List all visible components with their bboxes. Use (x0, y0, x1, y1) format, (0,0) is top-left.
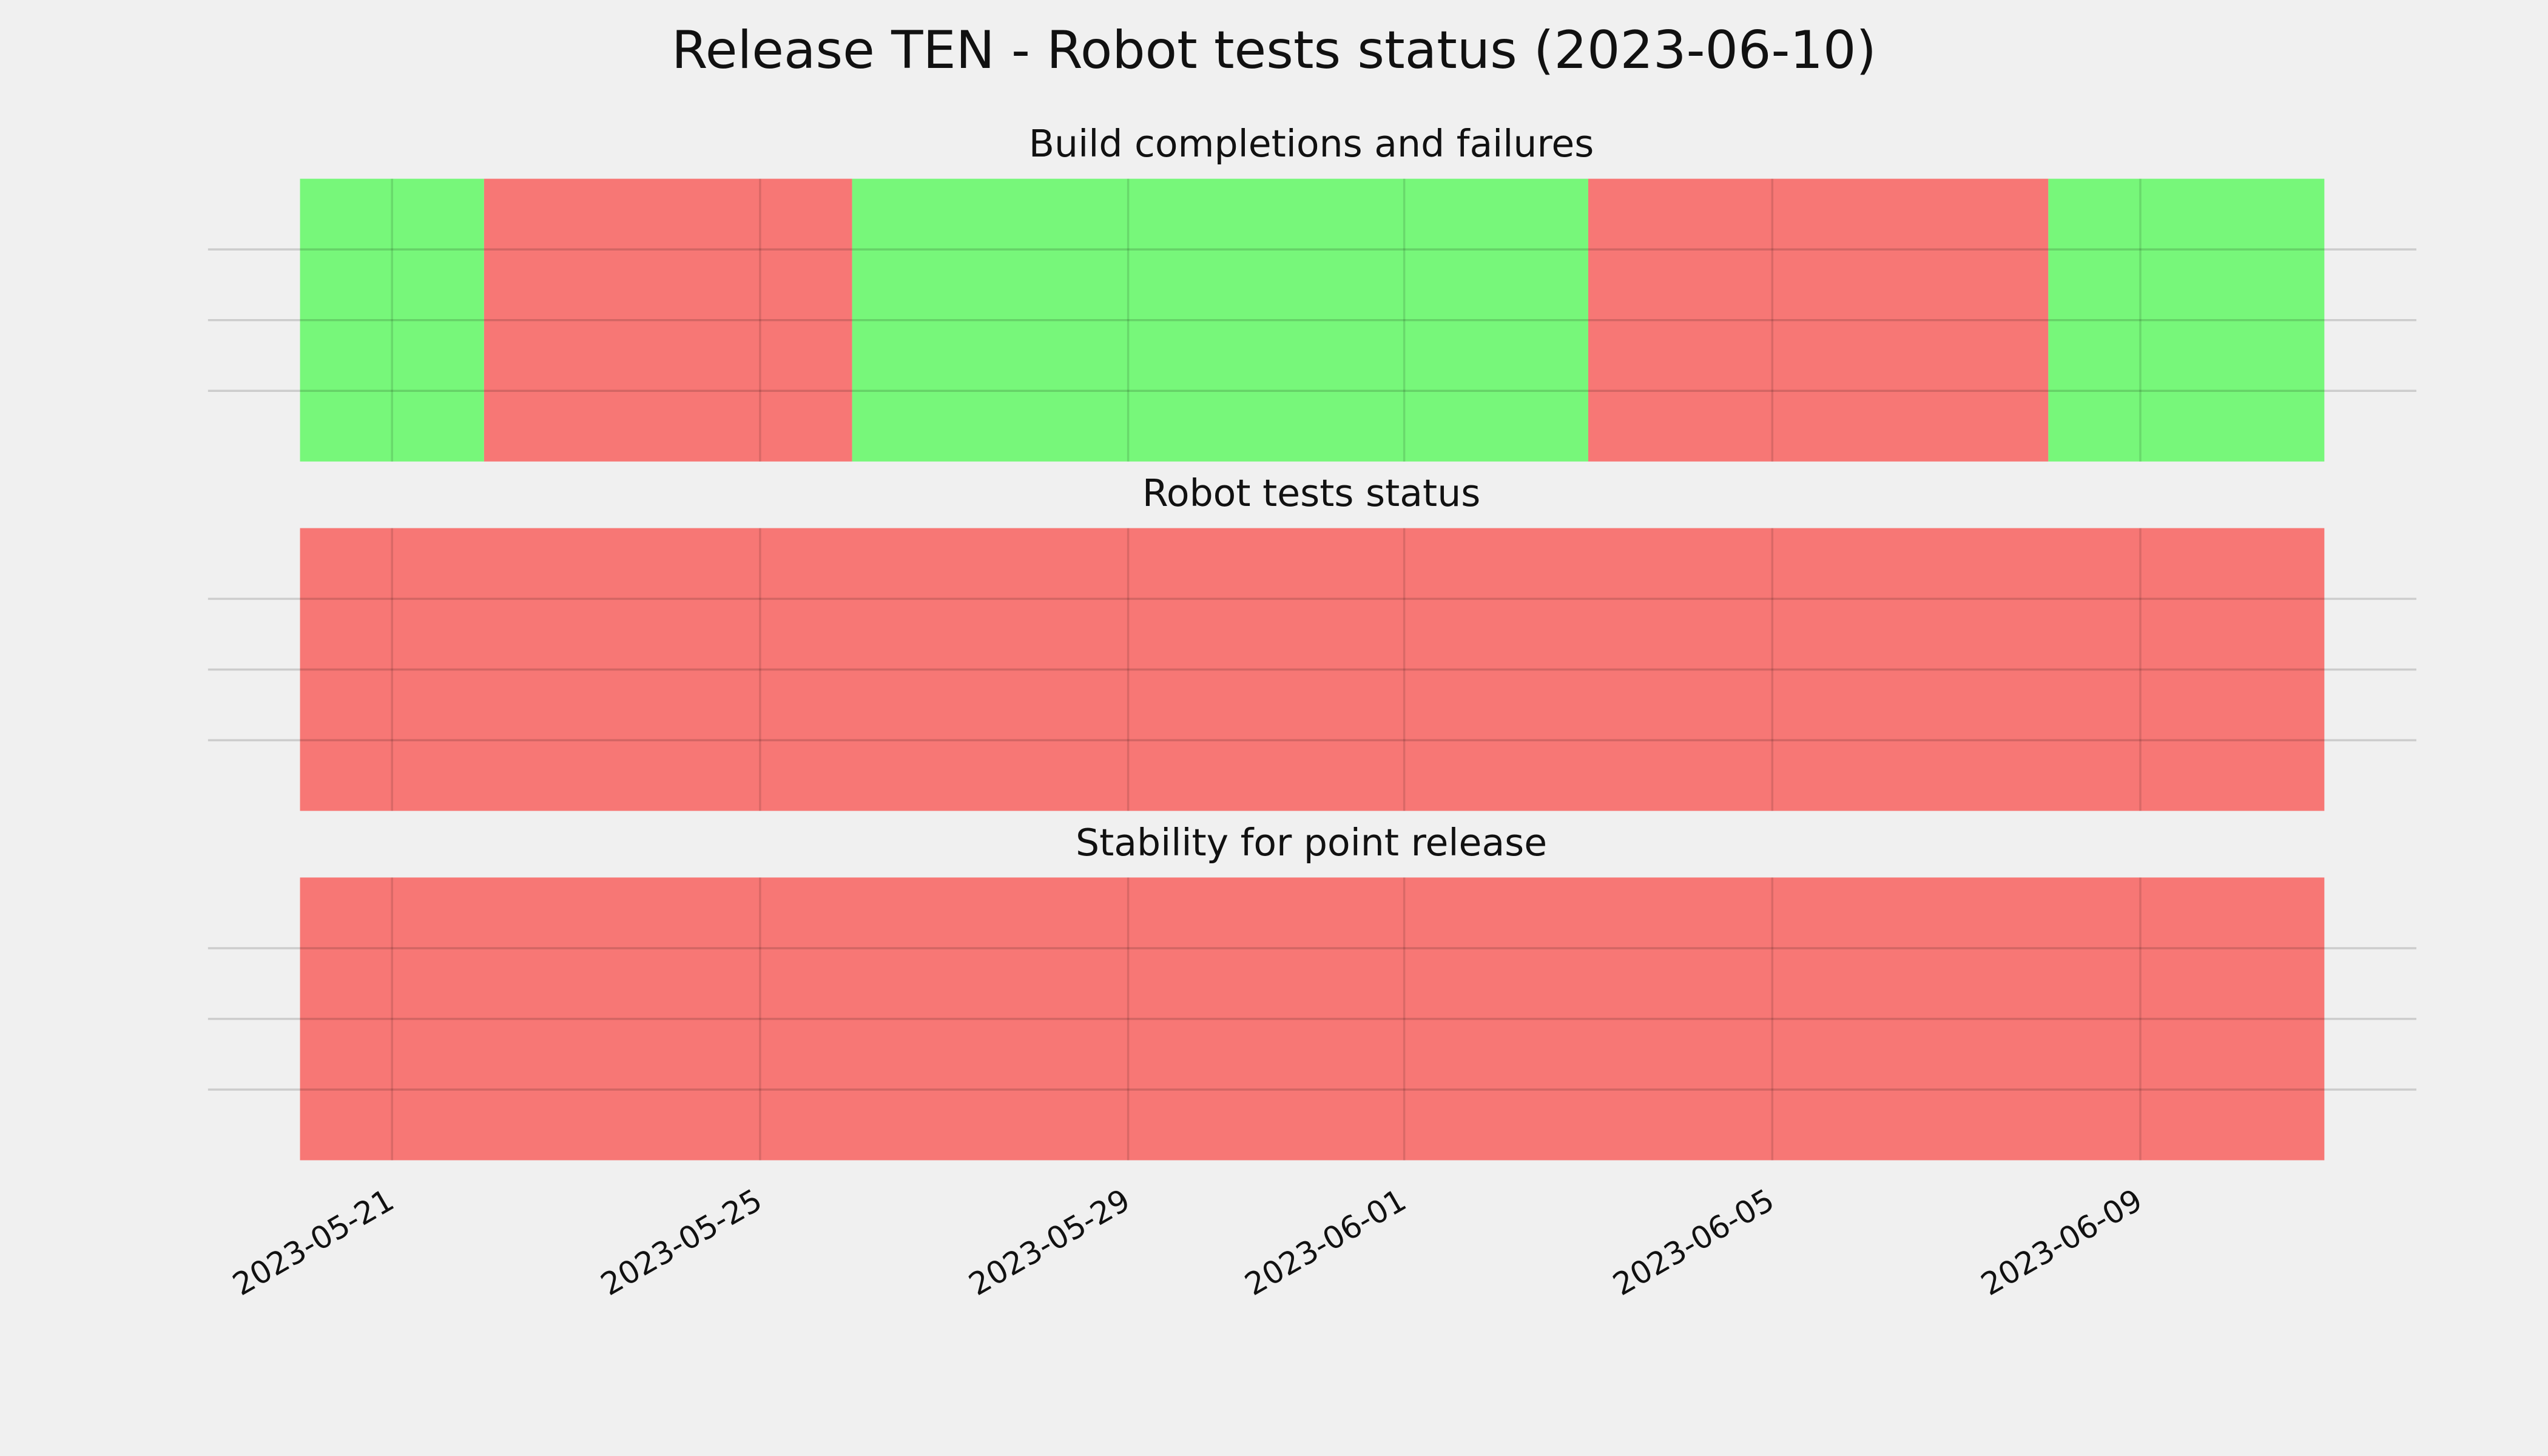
status-segment (1588, 178, 2049, 462)
panel-title: Stability for point release (1076, 821, 1547, 864)
panel-title: Robot tests status (1142, 471, 1480, 515)
panel-title: Build completions and failures (1029, 122, 1594, 166)
status-segment (2048, 178, 2325, 462)
status-segment (300, 528, 2325, 811)
status-segment (484, 178, 852, 462)
status-segment (300, 877, 2325, 1161)
status-segment (300, 178, 484, 462)
chart-title: Release TEN - Robot tests status (2023-0… (672, 20, 1876, 81)
status-segment (852, 178, 1588, 462)
